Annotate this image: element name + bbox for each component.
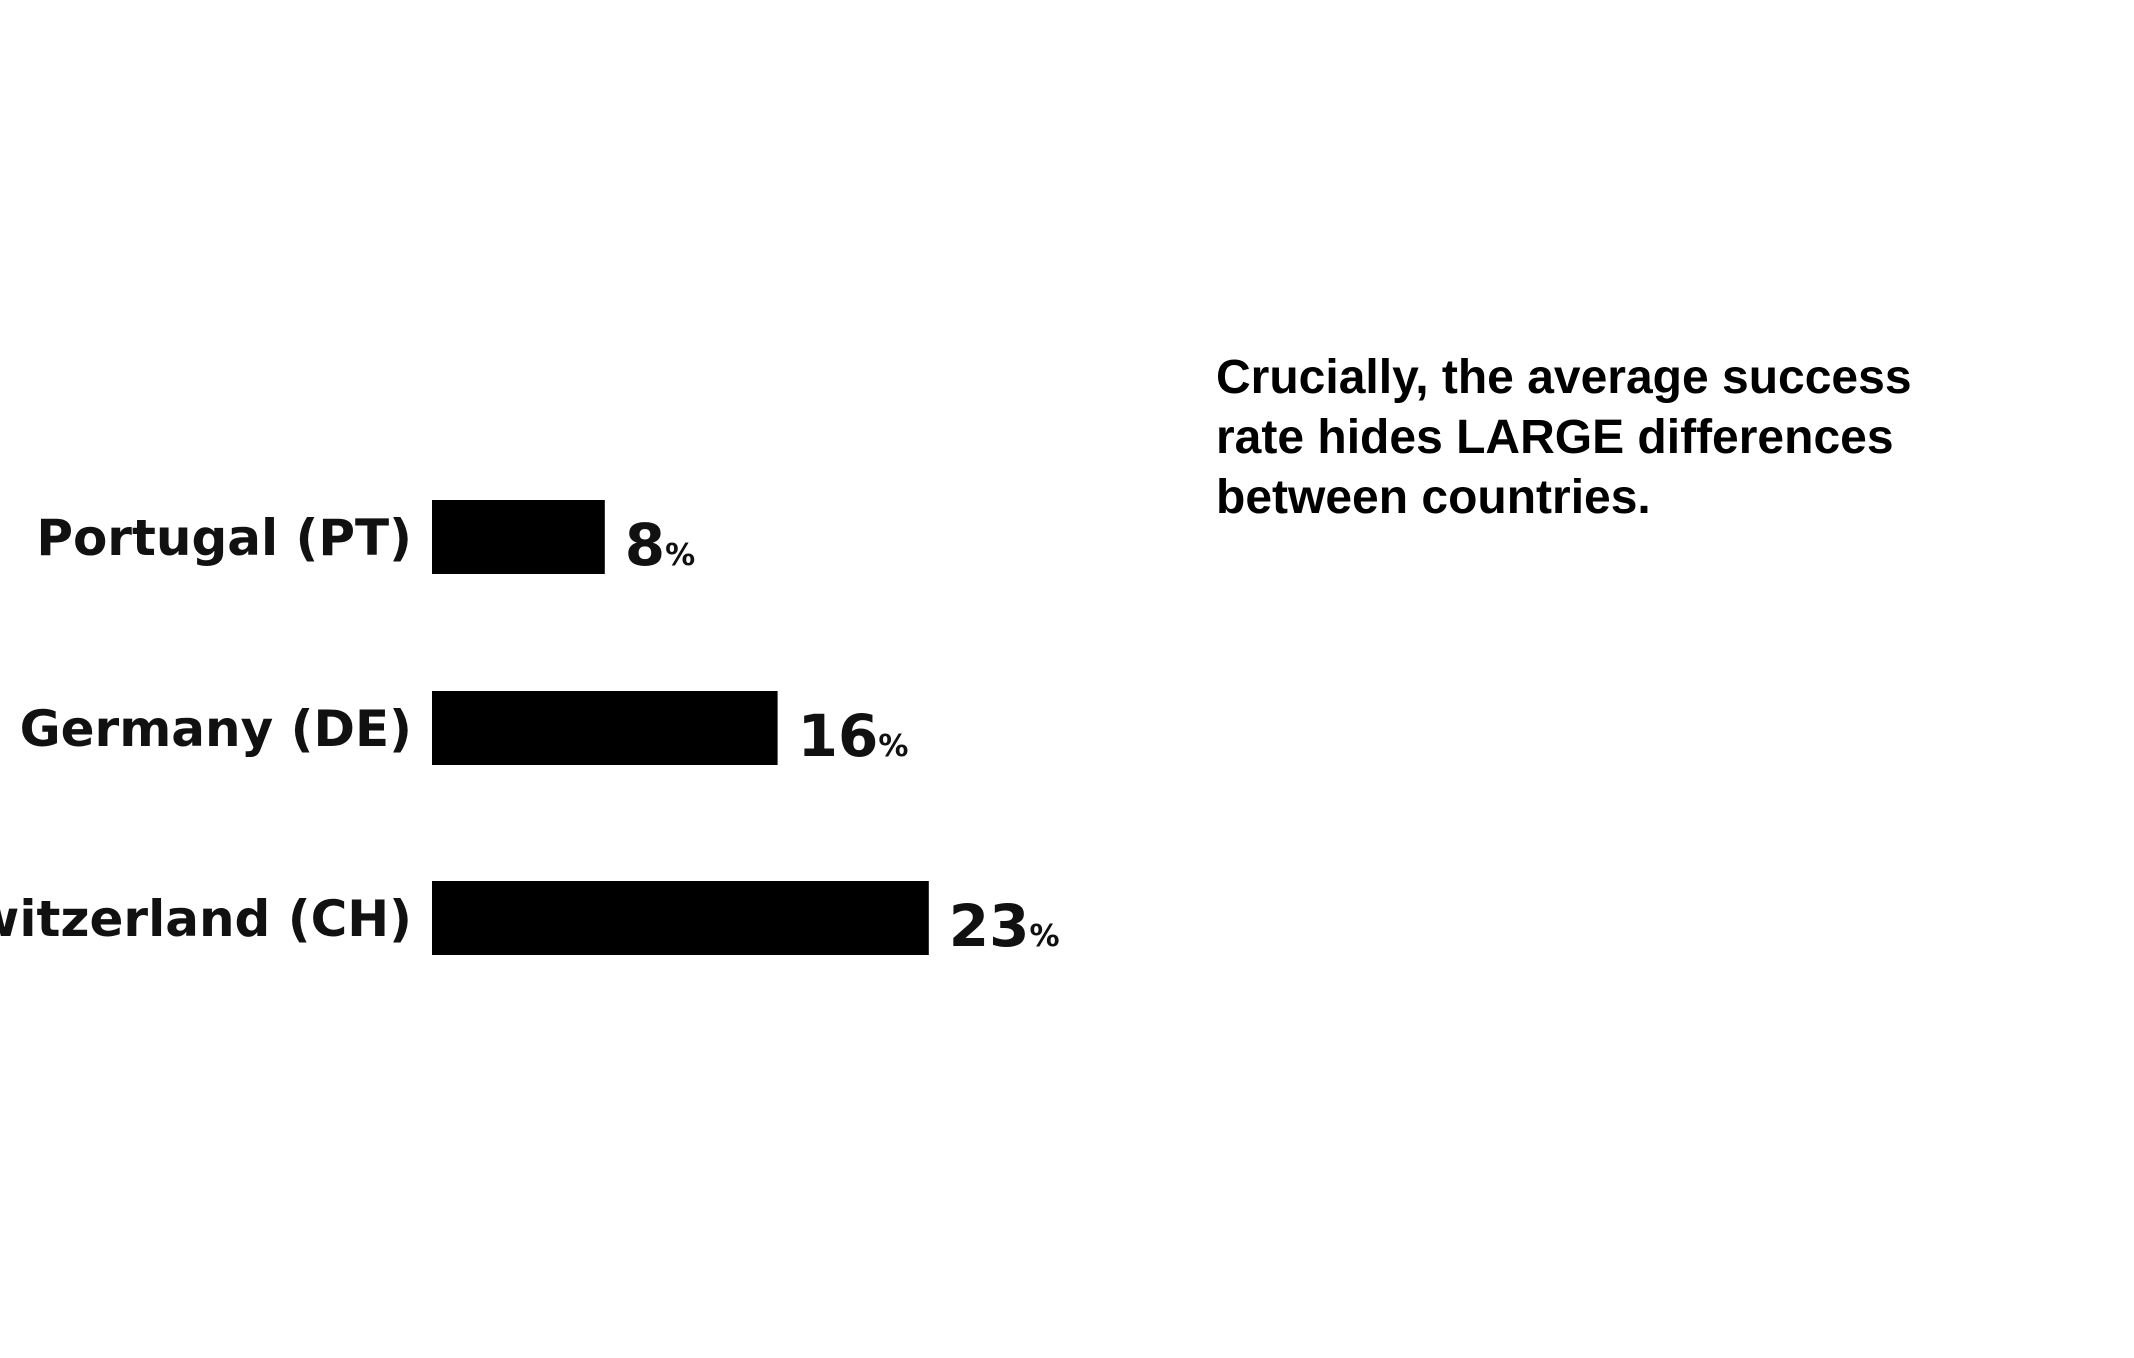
value-label: 23% [949, 892, 1060, 960]
annotation-line-1: Crucially, the average success [1216, 351, 1912, 404]
value-label: 16% [798, 702, 909, 770]
category-label: Germany (DE) [20, 700, 412, 758]
annotation-line-2: rate hides LARGE differences [1216, 411, 1894, 464]
annotation-line-3: between countries. [1216, 471, 1651, 524]
annotation-text: Crucially, the average success rate hide… [1216, 348, 2036, 528]
value-label: 8% [625, 511, 695, 579]
category-label: Portugal (PT) [36, 509, 412, 567]
bar [432, 881, 929, 955]
bar [432, 691, 778, 765]
bar [432, 500, 605, 574]
category-label: Switzerland (CH) [0, 890, 412, 948]
